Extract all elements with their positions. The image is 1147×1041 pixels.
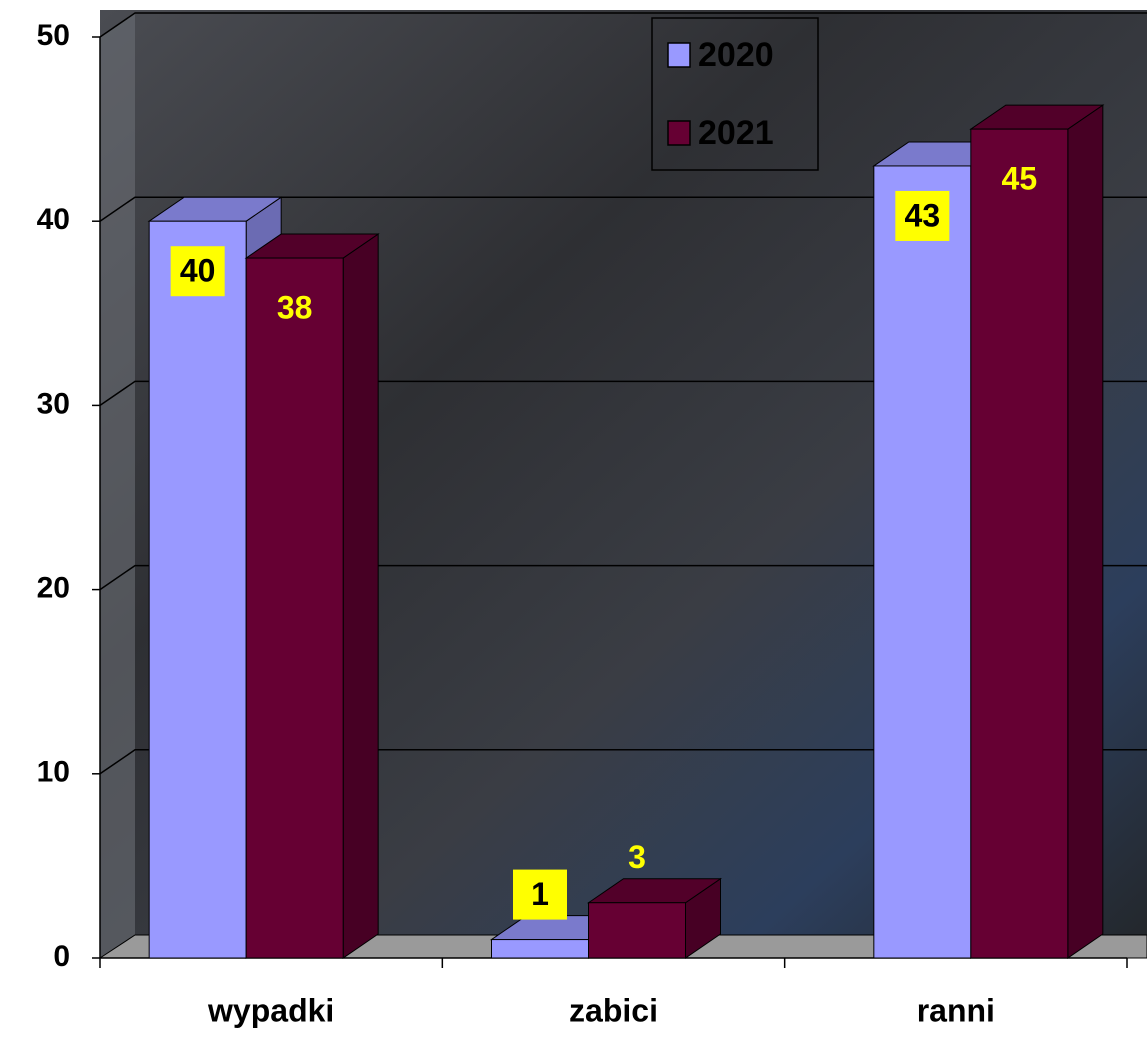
x-tick-label: zabici (569, 992, 658, 1028)
bar (971, 129, 1068, 958)
y-tick-label: 40 (37, 203, 70, 236)
x-tick-label: wypadki (207, 992, 334, 1028)
value-label: 45 (1002, 161, 1038, 197)
bar (874, 166, 971, 958)
legend-label: 2021 (698, 114, 774, 152)
value-label: 3 (628, 839, 646, 875)
y-tick-label: 50 (37, 19, 70, 52)
bar (149, 221, 246, 958)
side-wall (100, 12, 135, 958)
y-tick-label: 0 (53, 940, 70, 973)
bar-side (343, 234, 378, 958)
y-tick-label: 20 (37, 572, 70, 605)
bar (492, 940, 589, 958)
bar (589, 903, 686, 958)
bar-side (1068, 105, 1103, 958)
legend-swatch (668, 121, 690, 145)
y-tick-label: 10 (37, 756, 70, 789)
x-tick-label: ranni (917, 992, 995, 1028)
value-label: 38 (277, 289, 313, 325)
legend-label: 2020 (698, 36, 774, 74)
bar (246, 258, 343, 958)
y-tick-label: 30 (37, 387, 70, 420)
value-label: 43 (905, 197, 941, 233)
legend-swatch (668, 43, 690, 67)
chart: 2020 2021 0 10 20 30 40 50 wypadki 40 38 zabici 1 3 r… (0, 0, 1147, 1041)
value-label: 1 (531, 876, 549, 912)
value-label: 40 (180, 253, 216, 289)
